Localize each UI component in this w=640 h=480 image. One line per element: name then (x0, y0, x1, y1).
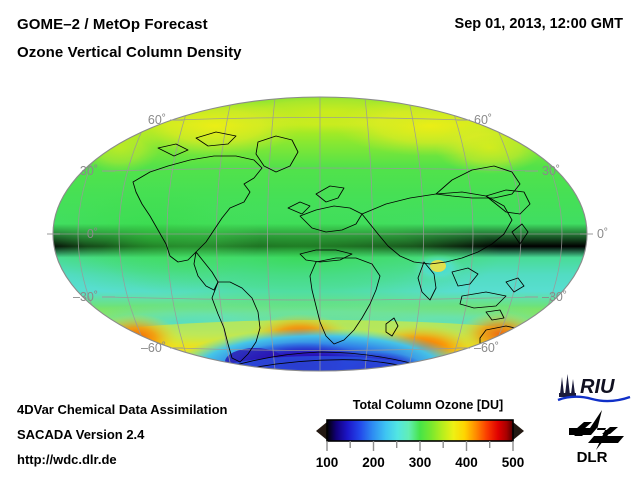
lat-label-right-30: 30˚ (542, 164, 560, 178)
ozone-map-panel: 60˚ 0˚ 30˚ –30˚ –60˚ 60˚ 30˚ 0˚ –30˚ –60… (0, 86, 640, 386)
lat-label-left-30: 30˚ (80, 164, 98, 178)
colorbar-title: Total Column Ozone [DU] (352, 398, 504, 412)
dlr-logo: DLR (566, 408, 628, 466)
website-link[interactable]: http://wdc.dlr.de (17, 452, 117, 467)
colorbar-tick-400: 400 (455, 455, 478, 470)
colorbar-tick-500: 500 (502, 455, 525, 470)
colorbar-max-arrow (513, 422, 524, 440)
assimilation-label: 4DVar Chemical Data Assimilation (17, 402, 228, 417)
lat-label-right-0: 0˚ (597, 227, 608, 241)
lat-label-right-m60: –60˚ (474, 341, 499, 355)
product-title: Ozone Vertical Column Density (17, 44, 242, 61)
riu-towers-icon (559, 374, 576, 397)
version-label: SACADA Version 2.4 (17, 427, 145, 442)
riu-wordmark: RIU (580, 376, 615, 398)
colorbar-tick-200: 200 (362, 455, 385, 470)
lat-label-left-60: 60˚ (148, 113, 166, 127)
colorbar-ticks (326, 441, 514, 451)
lat-label-left-m30: –30˚ (73, 290, 98, 304)
dlr-wordmark: DLR (577, 449, 608, 466)
instrument-title: GOME–2 / MetOp Forecast (17, 16, 208, 33)
dlr-mark-icon (569, 410, 624, 450)
colorbar-gradient (326, 419, 514, 442)
lat-label-right-m30: –30˚ (542, 290, 567, 304)
colorbar-tick-300: 300 (409, 455, 432, 470)
colorbar-tick-100: 100 (316, 455, 339, 470)
riu-wave-icon (557, 395, 631, 403)
latitude-ticks (47, 119, 593, 349)
timestamp-label: Sep 01, 2013, 12:00 GMT (454, 16, 623, 32)
riu-logo: RIU (556, 372, 632, 406)
ozone-map: 60˚ 0˚ 30˚ –30˚ –60˚ 60˚ 30˚ 0˚ –30˚ –60… (47, 96, 608, 372)
colorbar: 100 200 300 400 500 (316, 419, 525, 470)
lat-label-left-0: 0˚ (87, 227, 98, 241)
colorbar-panel: Total Column Ozone [DU] (300, 398, 556, 474)
lat-label-right-60: 60˚ (474, 113, 492, 127)
lat-label-left-m60: –60˚ (141, 341, 166, 355)
colorbar-min-arrow (316, 422, 327, 440)
